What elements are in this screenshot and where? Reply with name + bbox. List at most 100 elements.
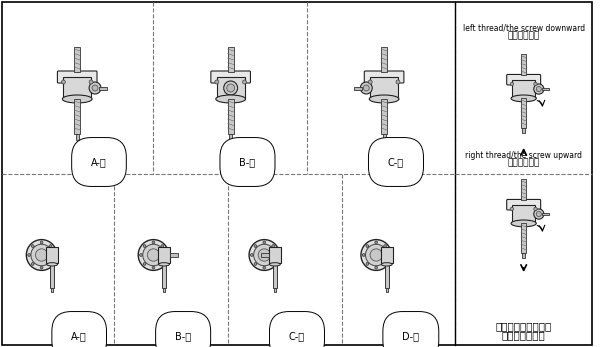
Circle shape [396, 80, 400, 84]
Bar [512, 80, 535, 99]
Circle shape [258, 249, 271, 261]
Bar [50, 263, 55, 288]
Ellipse shape [62, 95, 92, 103]
Text: right thread/the screw upward: right thread/the screw upward [465, 151, 582, 160]
Circle shape [272, 245, 275, 247]
Bar [261, 253, 269, 257]
Bar [512, 205, 535, 223]
Text: A-向: A-向 [91, 157, 107, 167]
Bar [521, 179, 526, 201]
Circle shape [242, 80, 247, 84]
FancyBboxPatch shape [506, 200, 541, 210]
Bar [383, 134, 386, 140]
Bar [229, 134, 232, 140]
Text: （螺綸右牙）: （螺綸右牙） [508, 159, 540, 168]
Bar [381, 47, 387, 72]
Circle shape [263, 266, 266, 269]
FancyBboxPatch shape [506, 75, 541, 85]
Text: B-向: B-向 [175, 331, 191, 341]
Circle shape [92, 85, 98, 91]
Ellipse shape [369, 95, 399, 103]
Bar [542, 88, 549, 90]
Circle shape [31, 263, 34, 265]
Circle shape [138, 239, 169, 270]
Bar [76, 134, 79, 140]
Bar [227, 99, 233, 134]
Circle shape [40, 266, 43, 269]
Circle shape [365, 244, 387, 266]
Circle shape [164, 254, 167, 256]
Circle shape [536, 86, 541, 92]
Ellipse shape [381, 263, 392, 266]
Circle shape [53, 254, 55, 256]
Bar [386, 288, 388, 292]
Text: left thread/the screw downward: left thread/the screw downward [463, 24, 585, 33]
Ellipse shape [269, 263, 280, 266]
Bar [51, 288, 53, 292]
Bar [370, 77, 398, 99]
Circle shape [534, 82, 537, 86]
Bar [170, 253, 178, 257]
Bar [269, 247, 281, 263]
Bar [64, 77, 91, 99]
Circle shape [152, 241, 155, 244]
Text: B-向: B-向 [239, 157, 256, 167]
Circle shape [227, 84, 235, 92]
Circle shape [89, 82, 101, 94]
Bar [521, 99, 526, 128]
Circle shape [375, 266, 377, 269]
Bar [542, 213, 549, 215]
Circle shape [161, 263, 164, 265]
Bar [272, 263, 277, 288]
Circle shape [49, 245, 52, 247]
Circle shape [510, 207, 514, 211]
Circle shape [370, 249, 382, 261]
Circle shape [366, 263, 368, 265]
Circle shape [249, 239, 280, 270]
Bar [158, 247, 170, 263]
Circle shape [61, 80, 65, 84]
Circle shape [364, 85, 369, 91]
Ellipse shape [47, 263, 58, 266]
Circle shape [89, 80, 93, 84]
Circle shape [143, 244, 164, 266]
FancyBboxPatch shape [364, 71, 404, 83]
Circle shape [263, 241, 266, 244]
Bar [217, 77, 245, 99]
Circle shape [534, 207, 537, 211]
Circle shape [254, 263, 257, 265]
Text: C-向: C-向 [388, 157, 404, 167]
Circle shape [143, 245, 146, 247]
Bar [355, 86, 362, 90]
Circle shape [368, 80, 372, 84]
Text: C-向: C-向 [289, 331, 305, 341]
Circle shape [366, 245, 368, 247]
Circle shape [152, 266, 155, 269]
Bar [523, 253, 525, 258]
Circle shape [28, 254, 31, 256]
Bar [227, 47, 233, 72]
Circle shape [35, 249, 47, 261]
Circle shape [140, 254, 142, 256]
Circle shape [224, 81, 238, 95]
Bar [385, 263, 389, 288]
Circle shape [26, 239, 57, 270]
Circle shape [362, 254, 365, 256]
Bar [381, 247, 393, 263]
Circle shape [383, 263, 386, 265]
Circle shape [148, 249, 160, 261]
Bar [163, 288, 165, 292]
Text: （螺綸左牙）: （螺綸左牙） [508, 32, 540, 41]
Circle shape [31, 245, 34, 247]
Bar [74, 99, 80, 134]
FancyBboxPatch shape [211, 71, 250, 83]
Bar [521, 223, 526, 253]
Bar [523, 128, 525, 133]
Bar [74, 47, 80, 72]
Circle shape [31, 244, 52, 266]
Circle shape [536, 212, 541, 217]
Circle shape [275, 254, 278, 256]
Circle shape [534, 209, 544, 219]
Bar [99, 86, 107, 90]
Bar [162, 263, 166, 288]
